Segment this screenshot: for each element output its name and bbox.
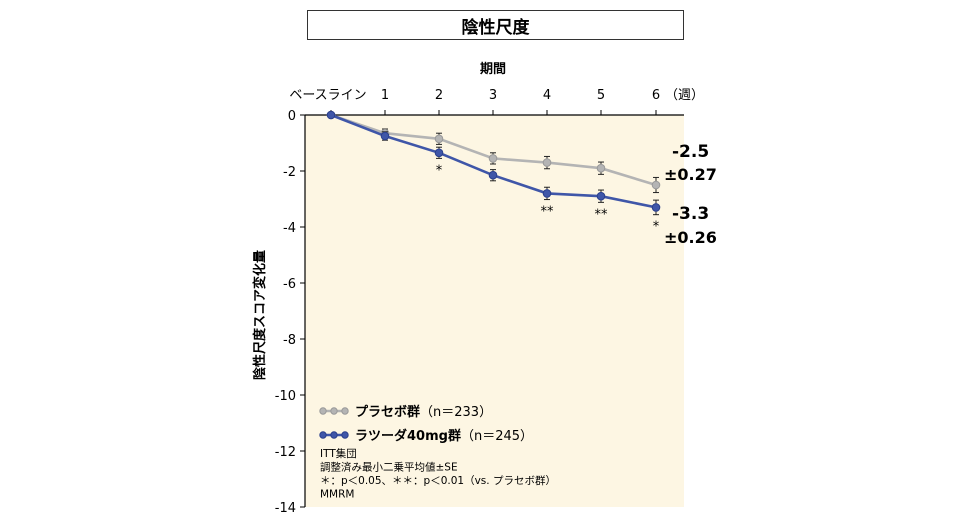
y-tick-label: 0 xyxy=(288,109,296,124)
significance-mark: ** xyxy=(541,205,555,220)
chart-title-box: 陰性尺度 xyxy=(307,10,684,40)
y-tick-label: -4 xyxy=(283,221,296,236)
y-tick-label: -10 xyxy=(275,389,296,404)
legend-entry: ラツーダ40mg群（n＝245） xyxy=(355,428,533,444)
footnote-line: ITT集団 xyxy=(320,447,357,460)
annotation-value: -3.3 xyxy=(672,204,709,224)
x-tick-label: 4 xyxy=(543,88,551,103)
x-tick-label: 6 xyxy=(652,88,660,103)
annotation-value: -2.5 xyxy=(672,142,709,162)
y-axis-label: 陰性尺度スコア変化量 xyxy=(252,250,268,380)
annotation-se: ±0.27 xyxy=(664,165,717,184)
x-tick-label: 5 xyxy=(597,88,605,103)
significance-mark: * xyxy=(653,220,660,235)
y-axis: 0 -2 -4 -6 -8 -10 -12 -14 xyxy=(275,109,306,516)
legend-swatch-point xyxy=(319,407,327,415)
chart-title: 陰性尺度 xyxy=(461,17,530,38)
y-tick-label: -8 xyxy=(283,333,296,348)
footnote-line: 調整済み最小二乗平均値±SE xyxy=(320,461,458,474)
series-layer: *** *** xyxy=(326,110,661,235)
legend: プラセボ群（n＝233） ラツーダ40mg群（n＝245） xyxy=(319,404,533,444)
y-tick-label: -2 xyxy=(283,165,296,180)
data-point xyxy=(488,170,498,180)
data-point xyxy=(596,163,606,173)
legend-swatch-point xyxy=(341,431,349,439)
legend-n-label: （n＝233） xyxy=(420,405,492,420)
footnote-line: ＊：p＜0.05、＊＊：p＜0.01（vs. プラセボ群） xyxy=(320,474,556,487)
legend-series-name: ラツーダ40mg群 xyxy=(355,428,461,444)
data-point xyxy=(326,110,336,120)
y-tick-label: -12 xyxy=(275,445,296,460)
significance-mark: ** xyxy=(595,207,609,222)
footnote-line: MMRM xyxy=(320,489,354,501)
x-tick-label: 2 xyxy=(435,88,443,103)
x-tick-label: ベースライン xyxy=(289,88,366,103)
legend-n-label: （n＝245） xyxy=(461,429,533,444)
x-axis: ベースライン 1 2 3 4 5 6 （週） xyxy=(289,88,704,116)
series-2: *** *** xyxy=(326,110,661,235)
end-annotations: -2.5 ±0.27 -3.3 ±0.26 xyxy=(664,142,717,247)
data-point xyxy=(542,189,552,198)
x-tick-label: 3 xyxy=(489,88,497,103)
y-tick-label: -14 xyxy=(275,501,296,516)
legend-series-name: プラセボ群 xyxy=(355,404,420,420)
data-point xyxy=(434,148,444,158)
data-point xyxy=(488,154,498,163)
data-point xyxy=(542,158,552,167)
data-point xyxy=(434,134,444,144)
y-tick-label: -6 xyxy=(283,277,296,292)
data-point xyxy=(651,203,661,212)
x-unit-label: （週） xyxy=(665,88,704,103)
data-point xyxy=(380,131,390,141)
significance-mark: * xyxy=(436,163,443,178)
data-point xyxy=(596,191,606,201)
x-tick-label: 1 xyxy=(381,88,389,103)
legend-entry: プラセボ群（n＝233） xyxy=(355,404,492,420)
legend-swatch-point xyxy=(330,431,338,439)
x-axis-label: 期間 xyxy=(480,62,506,77)
data-point xyxy=(651,180,661,190)
legend-swatch-point xyxy=(341,407,349,415)
footnotes: ITT集団調整済み最小二乗平均値±SE＊：p＜0.05、＊＊：p＜0.01（vs… xyxy=(320,447,556,501)
annotation-se: ±0.26 xyxy=(664,228,717,247)
legend-swatch-point xyxy=(319,431,327,439)
legend-swatch-point xyxy=(330,407,338,415)
